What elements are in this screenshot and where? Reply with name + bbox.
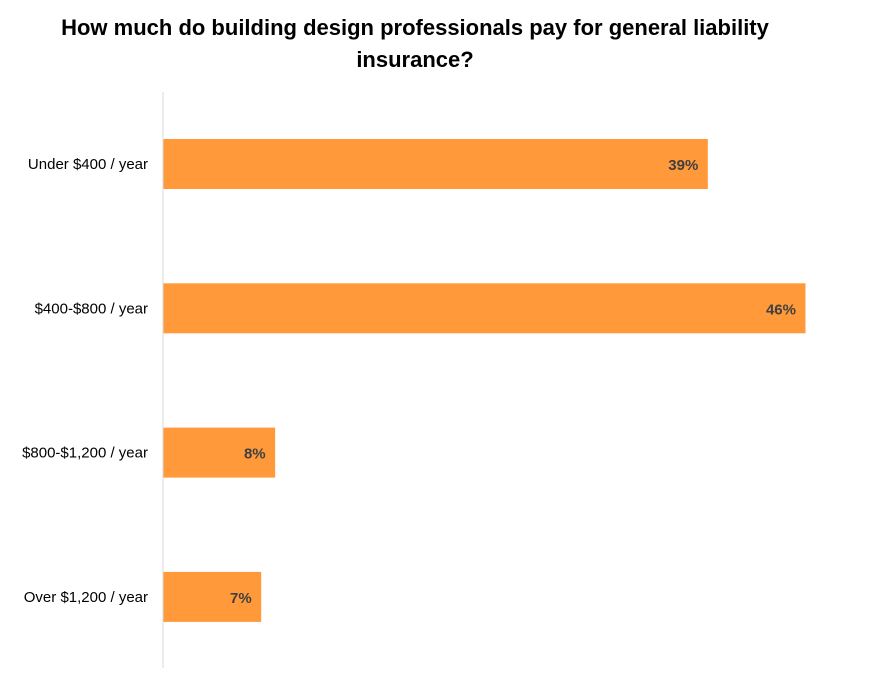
data-label: 39% [668, 157, 698, 174]
data-label: 8% [244, 446, 266, 463]
category-label: $800-$1,200 / year [22, 445, 148, 462]
chart-title: How much do building design professional… [61, 15, 769, 72]
bar [163, 571, 262, 622]
category-label: Under $400 / year [28, 156, 148, 173]
data-label: 46% [766, 301, 796, 318]
data-label: 7% [230, 590, 252, 607]
bar [163, 427, 276, 478]
bar [163, 139, 708, 189]
category-label: Over $1,200 / year [24, 589, 148, 606]
bar [163, 283, 806, 334]
category-label: $400-$800 / year [35, 300, 148, 317]
